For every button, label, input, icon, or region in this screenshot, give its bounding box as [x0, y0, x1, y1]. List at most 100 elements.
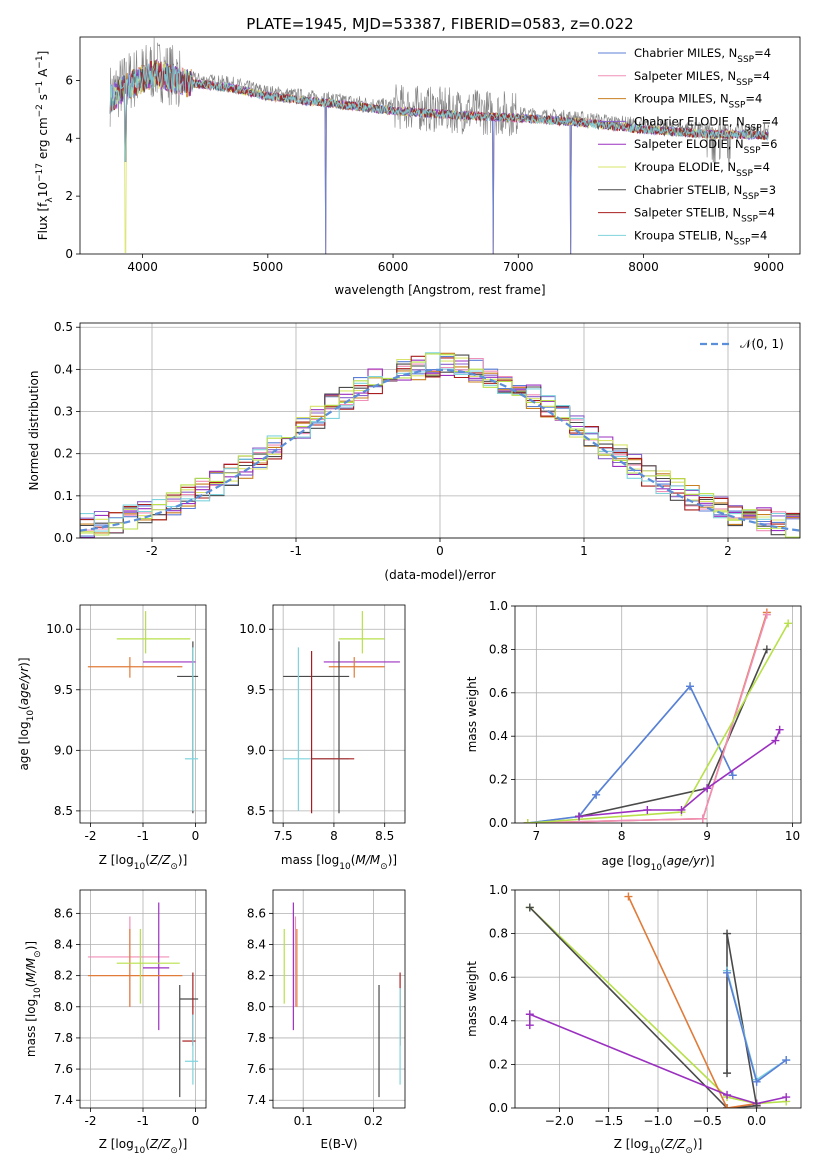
plot-area [87, 902, 199, 1098]
label-part: Chabrier STELIB, N [634, 183, 742, 197]
label-part: Salpeter ELODIE, N [634, 137, 744, 151]
label-part: )] [178, 1137, 187, 1151]
label-part: SSP [745, 123, 762, 133]
label-part: ( [145, 1137, 150, 1151]
label-part: =4 [750, 228, 767, 242]
x-axis-label: Z [log10(Z/Z⊙)] [614, 1137, 703, 1156]
x-tick-label: 0 [192, 1114, 200, 1128]
y-tick-label: 0.5 [54, 320, 73, 334]
weight-line-orange [527, 612, 768, 823]
label-part: λ [45, 197, 55, 203]
plot-area [525, 892, 791, 1108]
axes-mass_vs_ebv: 0.1 0.2 7.4 7.6 7.8 8.0 8.2 8.4 8.6 E(B-V) [247, 889, 406, 1151]
label-part: =4 [762, 114, 779, 128]
axes-border [79, 322, 801, 539]
label-part: 10 [36, 182, 50, 197]
x-axis-label: wavelength [Angstrom, rest frame] [334, 283, 545, 297]
y-tick-label: 7.6 [54, 1062, 73, 1076]
weight-marker [624, 892, 633, 901]
legend-entry: 𝒩(0, 1) [740, 337, 784, 351]
label-part: age/yr [17, 666, 31, 705]
weight-line-ChabrierSTELIB [578, 649, 768, 818]
label-part: s [36, 94, 50, 104]
label-part: =4 [753, 160, 770, 174]
label-part: )] [705, 854, 714, 868]
axes-mass_vs_Z: -2 -1 07.47.67.88.08.28.48.6Z [log10(Z/Z⊙)… [24, 889, 207, 1156]
label-part: erg cm [36, 117, 50, 163]
label-part: −17 [35, 163, 45, 182]
axes-frame: −2.0 −1.5 −1.0 −0.5 0.0 0.0 0.2 0.4 0.6 0.8 1.0 Z [… [465, 883, 802, 1156]
x-axis-label: age [log10(age/yr)] [601, 854, 714, 873]
x-tick-label: 0 [192, 829, 200, 843]
label-part: Z [log [614, 1137, 649, 1151]
x-tick-label: 8000 [628, 260, 659, 274]
plot-area [80, 352, 800, 538]
y-tick-label: 0.2 [54, 447, 73, 461]
weight-marker [643, 805, 652, 814]
x-axis-label: mass [log10(M/M⊙)] [281, 853, 397, 872]
x-tick-label: 6000 [378, 260, 409, 274]
plot-area [109, 37, 769, 254]
x-axis-label: E(B-V) [320, 1137, 357, 1151]
x-tick-label: −1.5 [594, 1114, 623, 1128]
label-part: SSP [736, 78, 753, 88]
axes-frame: 4000 5000 6000 7000 8000 9000 0 2 4 6 wavelength [… [35, 36, 801, 297]
label-part: )] [178, 853, 187, 867]
weight-marker [771, 736, 780, 745]
axes-age_vs_Z: -2 -1 08.59.09.510.0Z [log10(Z/Z⊙)]age [lo… [17, 604, 207, 872]
x-axis-label: (data-model)/error [384, 568, 495, 582]
y-tick-label: 9.0 [54, 743, 73, 757]
label-part: −1 [35, 55, 45, 68]
label-part: ⊙ [170, 1146, 178, 1156]
plot-area [283, 611, 400, 814]
y-tick-label: 8.0 [247, 1000, 266, 1014]
weight-marker [752, 1101, 761, 1108]
label-part: =4 [758, 206, 775, 220]
spectrum-model-SalpeterMILES [109, 59, 769, 254]
weight-marker [762, 610, 771, 619]
weight-marker [762, 645, 771, 654]
weight-marker [775, 725, 784, 734]
axes-frame: -2 -1 0 1 2 0.0 0.1 0.2 0.3 0.4 0.5 (data-model)/er… [27, 320, 801, 582]
axes-frame: 0.1 0.2 7.4 7.6 7.8 8.0 8.2 8.4 8.6 E(B-V) [247, 889, 406, 1151]
y-tick-label: 8.5 [247, 804, 266, 818]
label-part: Flux [f [36, 202, 50, 240]
y-tick-label: 0.8 [489, 642, 508, 656]
plot-area [523, 608, 793, 823]
weight-marker [525, 903, 534, 912]
label-part: =4 [754, 46, 771, 60]
label-part: ⊙ [685, 1146, 693, 1156]
y-tick-label: 0.3 [54, 405, 73, 419]
x-tick-label: 2 [724, 544, 732, 558]
y-tick-label: 4 [65, 131, 73, 145]
weight-marker [752, 1077, 761, 1086]
axes-border [514, 605, 802, 824]
y-tick-label: 9.5 [247, 683, 266, 697]
x-tick-label: -2 [85, 1114, 97, 1128]
legend-entry: Salpeter STELIB, NSSP=4 [634, 206, 775, 225]
x-tick-label: −2.0 [545, 1114, 574, 1128]
label-part: ( [17, 705, 31, 710]
y-axis-label: Normed distribution [27, 371, 41, 491]
y-tick-label: 7.4 [54, 1093, 73, 1107]
y-tick-label: 1.0 [489, 599, 508, 613]
gaussian-reference-line [80, 368, 800, 532]
weight-marker [703, 784, 712, 793]
label-part: Chabrier MILES, N [634, 46, 737, 60]
x-tick-label: 9 [703, 829, 711, 843]
label-part: mass [log [24, 999, 38, 1057]
weight-marker [723, 929, 732, 938]
y-tick-label: 0.0 [54, 531, 73, 545]
y-tick-label: 9.0 [247, 743, 266, 757]
y-axis-label: mass weight [465, 961, 479, 1037]
y-tick-label: 0.0 [489, 1101, 508, 1115]
spectrum-model-KroupaSTELIB [109, 63, 769, 162]
weight-marker [525, 1021, 534, 1030]
y-axis-label: mass weight [465, 676, 479, 752]
label-part: Kroupa ELODIE, N [634, 160, 736, 174]
y-tick-label: 0.6 [489, 970, 508, 984]
x-tick-label: 7000 [503, 260, 534, 274]
weight-marker [723, 1104, 732, 1108]
